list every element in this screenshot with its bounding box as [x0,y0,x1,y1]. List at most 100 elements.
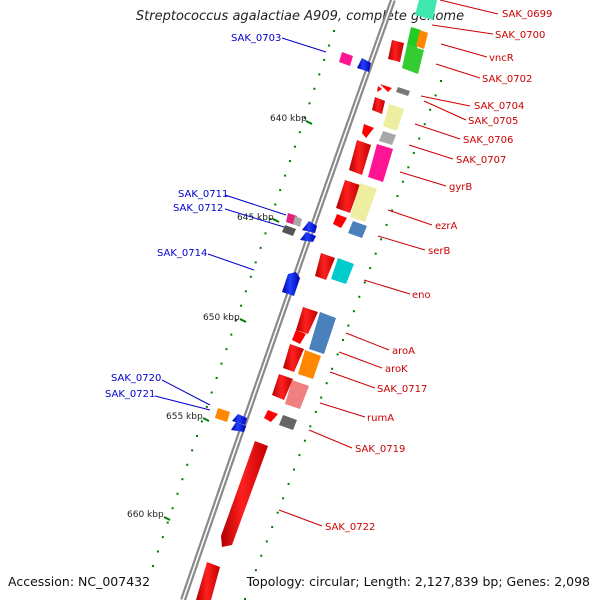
gene-block-pink [285,380,309,409]
tick-dot [336,353,339,356]
gene-label[interactable]: SAK_0707 [456,155,506,166]
gene-label[interactable]: SAK_0705 [468,116,518,127]
gene-label[interactable]: aroA [392,346,415,357]
gene-block-steelblue [348,221,367,238]
tick-dot [235,319,238,322]
gene-label[interactable]: SAK_0699 [502,9,552,20]
gene-label[interactable]: SAK_0722 [325,522,375,533]
gene-label[interactable]: aroK [385,364,408,375]
tick-dot [249,583,252,586]
gene-arrow-red [349,140,371,175]
tick-dot [287,482,290,485]
tick-dot [196,434,198,437]
gene-label[interactable]: vncR [489,53,514,64]
gene-label[interactable]: SAK_0720 [111,373,161,384]
tick-dot [161,536,164,539]
tick-dot [313,87,316,90]
tick-dot [407,166,410,169]
gene-block-teal [415,0,437,20]
gene-arrow-red [196,562,220,600]
tick-dot [309,425,312,428]
tick-dot [265,540,268,543]
tick-dot [171,507,174,510]
tick-dot [254,261,257,264]
gene-label[interactable]: SAK_0702 [482,74,532,85]
tick-dot [385,223,388,226]
tick-dot [282,497,285,500]
tick-dot [320,396,323,399]
map-title: Streptococcus agalactiae A909, complete … [135,9,465,24]
gene-arrow-red [292,330,306,344]
tick-dot [225,348,228,351]
tick-dot [358,295,361,298]
gene-arrow-red [283,344,304,372]
gene-block-gray [379,131,396,145]
tick-dot [176,492,179,495]
tick-dot [200,420,203,423]
tick-dot [429,108,432,111]
gene-arrow-red [377,86,382,92]
gene-arrow-blue [300,232,316,242]
tick-dot [271,526,274,529]
tick-dot [274,203,277,206]
gene-label[interactable]: SAK_0721 [105,389,155,400]
gene-label[interactable]: SAK_0719 [355,444,405,455]
tick-dot [293,468,295,471]
tick-dot [186,463,189,466]
tick-dot [380,238,383,241]
tick-dot [279,189,282,192]
gene-arrow-red [221,441,268,547]
gene-label[interactable]: gyrB [449,182,472,193]
gene-block-gray [293,216,302,227]
tick-dot [342,339,344,341]
gene-label[interactable]: serB [428,246,450,257]
tick-label: 650 kbp [203,313,240,323]
gene-block-yellow [350,183,377,222]
tick-dot [318,73,321,76]
tick-dot [323,58,326,61]
gene-label[interactable]: SAK_0706 [463,135,513,146]
gene-label[interactable]: rumA [367,413,394,424]
gene-label[interactable]: SAK_0704 [474,101,524,112]
tick-dot [289,160,291,163]
gene-label[interactable]: SAK_0712 [173,203,223,214]
gene-arrow-red [264,410,278,422]
gene-arrow-red [333,214,347,228]
tick-dot [325,382,328,385]
gene-label[interactable]: SAK_0703 [231,33,281,44]
tick-dot [293,145,296,148]
tick-dot [240,304,243,307]
gene-label[interactable]: SAK_0714 [157,248,207,259]
tick-label: 640 kbp [270,114,307,124]
tick-dot [284,174,287,177]
tick-dot [205,405,208,408]
tick-dot [331,367,334,370]
gene-label[interactable]: SAK_0711 [178,189,228,200]
tick-dot [264,232,267,235]
gene-label[interactable]: ezrA [435,221,458,232]
tick-dot [259,246,262,249]
tick-dot [254,569,257,572]
tick-dot [210,391,213,394]
gene-label[interactable]: eno [412,290,431,301]
tick-dot [249,275,252,278]
tick-dot [156,550,159,553]
gene-label[interactable]: SAK_0700 [495,30,545,41]
tick-dot [191,449,194,452]
gene-block-orange [298,350,321,379]
gene-label[interactable]: SAK_0717 [377,384,427,395]
tick-dot [412,151,415,154]
tick-dot [418,137,421,140]
reverse-strand-genes [231,58,371,432]
tick-dot [298,131,301,134]
tick-dot [401,180,404,183]
tick-dot [314,410,317,413]
gene-block-orange [416,30,428,49]
left-leader-lines [154,37,327,411]
topology-text: Topology: circular; Length: 2,127,839 bp… [246,574,590,589]
tick-dot [244,290,247,293]
gene-block-gray [282,225,296,236]
gene-block-cyan [331,258,354,284]
